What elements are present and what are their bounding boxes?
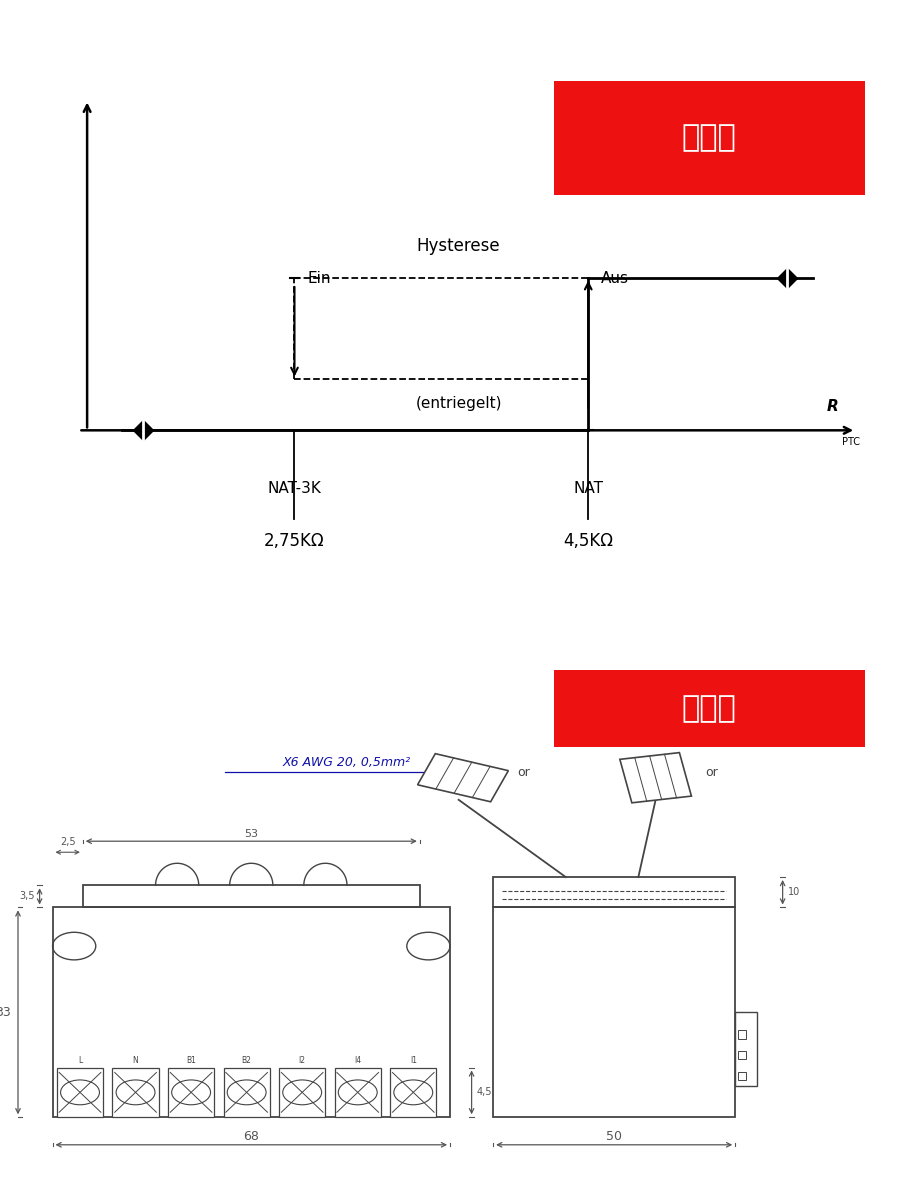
Text: or: or bbox=[706, 766, 718, 779]
Text: 53: 53 bbox=[244, 829, 258, 839]
Bar bbox=[57, 1068, 104, 1117]
Bar bbox=[738, 1072, 746, 1080]
Bar bbox=[112, 1068, 158, 1117]
Bar bbox=[738, 1051, 746, 1060]
Text: I2: I2 bbox=[299, 1056, 306, 1064]
Text: 4,5KΩ: 4,5KΩ bbox=[563, 532, 613, 550]
Text: NAT: NAT bbox=[573, 481, 603, 497]
Bar bbox=[738, 1031, 746, 1039]
Bar bbox=[223, 1068, 270, 1117]
Text: 50: 50 bbox=[607, 1129, 622, 1142]
Text: or: or bbox=[518, 766, 530, 779]
Text: 4,5: 4,5 bbox=[477, 1087, 492, 1097]
Bar bbox=[83, 886, 419, 907]
Text: Hysterese: Hysterese bbox=[417, 236, 500, 254]
Bar bbox=[554, 80, 865, 194]
Text: 2,5: 2,5 bbox=[60, 836, 76, 847]
Bar bbox=[735, 1013, 757, 1086]
Text: 68: 68 bbox=[243, 1129, 259, 1142]
Text: B2: B2 bbox=[242, 1056, 252, 1064]
Text: L: L bbox=[78, 1056, 82, 1064]
Text: X6 AWG 20, 0,5mm²: X6 AWG 20, 0,5mm² bbox=[283, 756, 410, 769]
Text: 10: 10 bbox=[788, 887, 800, 898]
Text: 尺寸图: 尺寸图 bbox=[682, 695, 736, 724]
Polygon shape bbox=[620, 752, 691, 803]
Polygon shape bbox=[418, 754, 508, 802]
Bar bbox=[52, 907, 450, 1117]
Text: 2,75KΩ: 2,75KΩ bbox=[265, 532, 325, 550]
Text: I1: I1 bbox=[410, 1056, 417, 1064]
Text: 33: 33 bbox=[0, 1006, 11, 1019]
Bar bbox=[335, 1068, 381, 1117]
Text: B1: B1 bbox=[186, 1056, 196, 1064]
Bar bbox=[493, 877, 735, 907]
Text: Aus: Aus bbox=[601, 271, 629, 287]
Text: Ein: Ein bbox=[308, 271, 331, 287]
Bar bbox=[554, 670, 865, 748]
Text: NAT-3K: NAT-3K bbox=[267, 481, 321, 497]
Bar bbox=[493, 907, 735, 1117]
Bar bbox=[279, 1068, 325, 1117]
Text: 时序图: 时序图 bbox=[682, 124, 736, 152]
Bar bbox=[168, 1068, 214, 1117]
Text: R: R bbox=[827, 400, 839, 414]
Text: I4: I4 bbox=[355, 1056, 361, 1064]
Text: (entriegelt): (entriegelt) bbox=[416, 396, 502, 412]
Text: PTC: PTC bbox=[842, 437, 860, 446]
Text: N: N bbox=[132, 1056, 139, 1064]
Text: 3,5: 3,5 bbox=[19, 892, 34, 901]
Bar bbox=[390, 1068, 436, 1117]
